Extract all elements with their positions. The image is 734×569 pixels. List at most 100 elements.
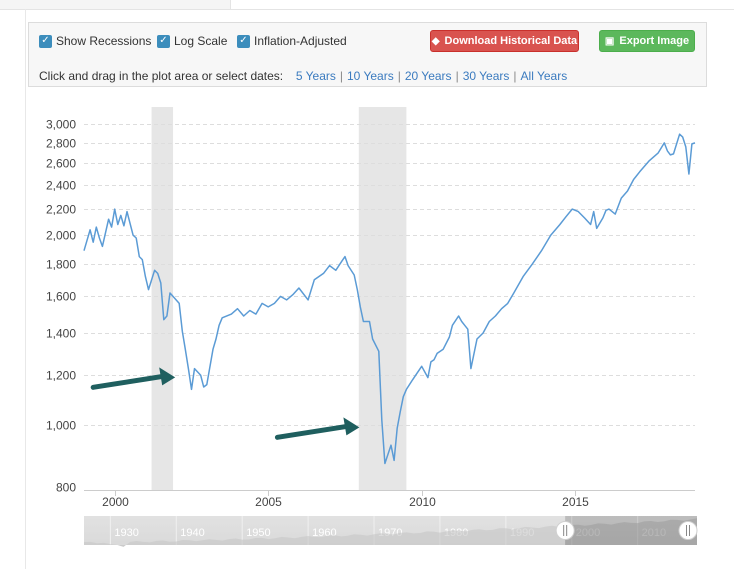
data-point	[447, 335, 451, 339]
chart-panel	[25, 9, 734, 569]
link-separator: |	[397, 69, 401, 83]
date-range-row: Click and drag in the plot area or selec…	[39, 69, 567, 83]
export-image-button[interactable]: ▣ Export Image	[599, 30, 695, 52]
data-point	[687, 172, 691, 176]
inflation-adjusted-checkbox[interactable]: ✓	[237, 34, 250, 48]
log-scale-option[interactable]: ✓ Log Scale	[157, 34, 227, 48]
data-point	[638, 170, 642, 174]
data-point	[229, 312, 233, 316]
data-point	[380, 418, 384, 422]
data-point	[678, 132, 682, 136]
navigator-left-handle[interactable]	[555, 521, 575, 540]
data-point	[266, 305, 270, 309]
series-line	[83, 133, 696, 465]
data-point	[312, 278, 316, 282]
data-point	[180, 329, 184, 333]
data-point	[595, 226, 599, 230]
link-separator: |	[455, 69, 459, 83]
data-point	[460, 320, 464, 324]
data-point	[475, 337, 479, 341]
data-point	[205, 383, 209, 387]
navigator-handle-knob	[678, 521, 698, 540]
navigator-decade-label: 1930	[114, 527, 138, 539]
y-tick-label: 1,600	[46, 290, 76, 304]
inflation-adjusted-option[interactable]: ✓ Inflation-Adjusted	[237, 34, 347, 48]
data-point	[392, 458, 396, 462]
data-point	[328, 264, 332, 268]
series-line-group[interactable]	[82, 132, 697, 465]
data-point	[236, 307, 240, 311]
data-point	[466, 327, 470, 331]
data-point	[355, 288, 359, 292]
data-point	[297, 286, 301, 290]
link-separator: |	[339, 69, 343, 83]
data-point	[279, 294, 283, 298]
data-point	[564, 215, 568, 219]
data-point	[570, 207, 574, 211]
x-tick-label: 2005	[255, 495, 282, 509]
range-20-years-link[interactable]: 20 Years	[404, 69, 452, 83]
data-point	[343, 255, 347, 259]
data-point	[549, 233, 553, 237]
y-tick-label: 1,200	[46, 369, 76, 383]
data-point	[487, 320, 491, 324]
x-tick-label: 2010	[409, 495, 436, 509]
range-30-years-link[interactable]: 30 Years	[462, 69, 510, 83]
x-tick-label: 2000	[102, 495, 129, 509]
x-tick-label: 2015	[562, 495, 589, 509]
data-point	[147, 288, 151, 292]
data-point	[116, 223, 120, 227]
link-separator: |	[513, 69, 517, 83]
data-point	[220, 316, 224, 320]
data-point	[506, 301, 510, 305]
data-point	[97, 236, 101, 240]
data-point	[352, 273, 356, 277]
data-point	[377, 349, 381, 353]
data-point	[432, 358, 436, 362]
data-point	[193, 367, 197, 371]
data-point	[322, 271, 326, 275]
range-all-years-link[interactable]: All Years	[520, 69, 568, 83]
data-point	[272, 301, 276, 305]
data-point	[334, 268, 338, 272]
data-point	[82, 249, 86, 253]
show-recessions-option[interactable]: ✓ Show Recessions	[39, 34, 151, 48]
data-point	[469, 367, 473, 371]
grid-lines	[84, 124, 695, 426]
data-point	[140, 258, 144, 262]
y-tick-label: 1,400	[46, 327, 76, 341]
data-point	[500, 307, 504, 311]
download-historical-data-button[interactable]: ◆ Download Historical Data	[430, 30, 579, 52]
show-recessions-checkbox[interactable]: ✓	[39, 34, 52, 48]
data-point	[540, 249, 544, 253]
data-point	[285, 298, 289, 302]
data-point	[131, 233, 135, 237]
data-point	[361, 320, 365, 324]
range-5-years-link[interactable]: 5 Years	[295, 69, 336, 83]
data-point	[656, 151, 660, 155]
top-bar	[0, 0, 734, 10]
data-point	[420, 364, 424, 368]
data-point	[601, 216, 605, 220]
data-point	[156, 271, 160, 275]
data-point	[260, 301, 264, 305]
data-point	[153, 268, 157, 272]
data-point	[684, 145, 688, 149]
log-scale-checkbox[interactable]: ✓	[157, 34, 170, 48]
range-10-years-link[interactable]: 10 Years	[347, 69, 394, 83]
time-navigator[interactable]: 193019401950196019701980199020002010	[84, 516, 698, 547]
data-point	[607, 207, 611, 211]
data-point	[592, 210, 596, 214]
data-point	[346, 264, 350, 268]
data-point	[404, 387, 408, 391]
data-point	[426, 376, 430, 380]
data-point	[389, 443, 393, 447]
data-point	[383, 462, 387, 466]
annotation-arrows	[90, 367, 360, 440]
navigator-right-handle[interactable]	[678, 521, 698, 540]
y-axis-labels: 800 1,000 1,200 1,400 1,600 1,800 2,000 2,200 2,…	[46, 118, 76, 495]
navigator-mask	[84, 516, 566, 545]
data-point	[463, 323, 467, 327]
y-tick-label: 800	[56, 481, 76, 495]
